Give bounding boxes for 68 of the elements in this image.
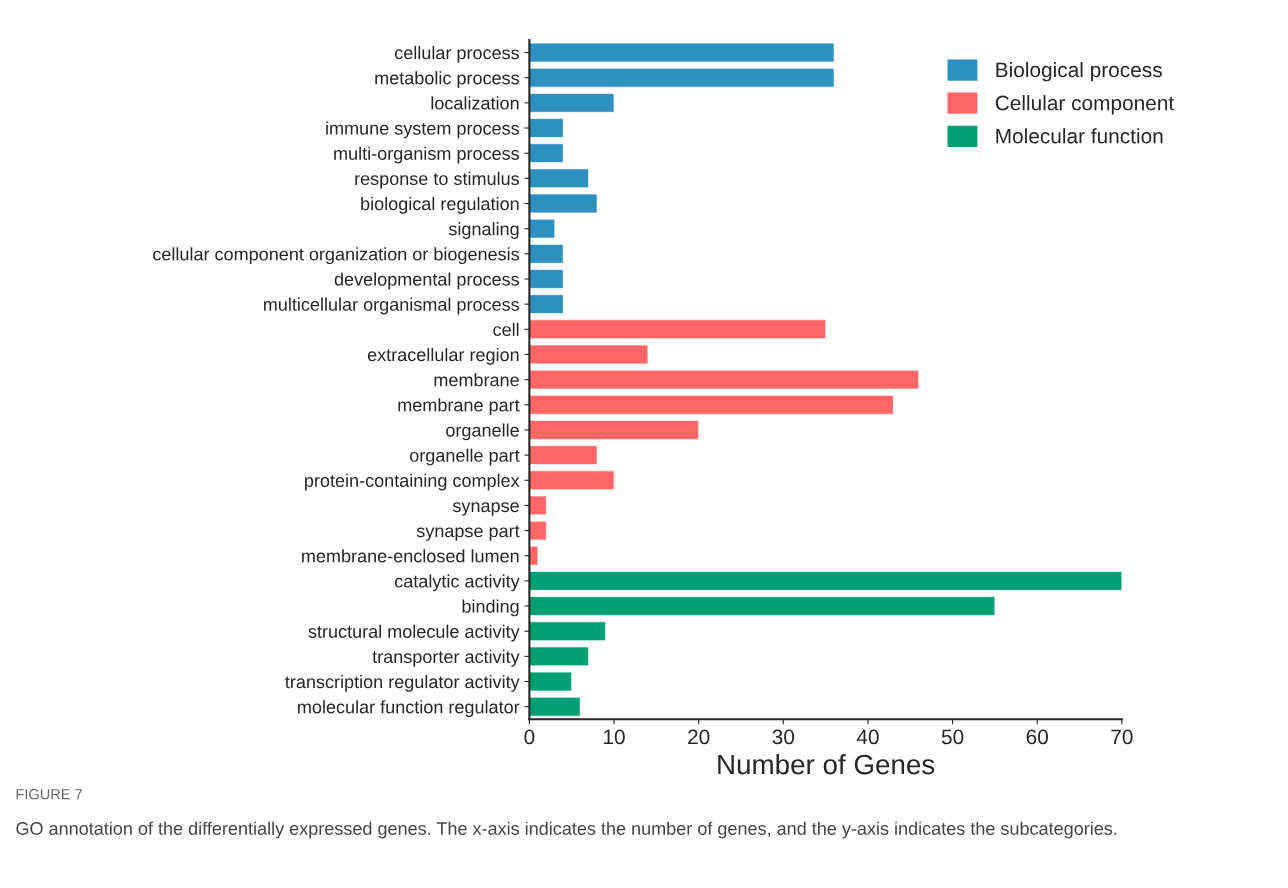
- x-tick-label: 30: [772, 729, 795, 745]
- x-tick-label: 20: [688, 729, 710, 745]
- bar: [529, 520, 547, 541]
- bar: [529, 218, 556, 239]
- bar: [529, 445, 598, 465]
- bar: [529, 67, 835, 88]
- y-tick-label: synapse part: [416, 525, 520, 541]
- bar: [529, 646, 589, 667]
- bar: [529, 495, 547, 516]
- y-tick-label: cellular process: [394, 46, 519, 63]
- y-tick-label: molecular function regulator: [298, 700, 520, 717]
- bar: [529, 696, 581, 717]
- y-tick-label: multicellular organismal process: [263, 297, 520, 315]
- y-tick-label: localization: [431, 96, 519, 110]
- y-tick-label: membrane part: [398, 398, 520, 416]
- y-tick-label: organelle part: [410, 448, 520, 466]
- y-tick-label: response to stimulus: [355, 171, 519, 189]
- y-tick-label: membrane-enclosed lumen: [302, 549, 519, 563]
- y-tick-label: protein-containing complex: [305, 473, 520, 491]
- y-tick-label: extracellular region: [367, 347, 519, 365]
- y-tick-label: multi-organism process: [334, 146, 520, 164]
- bar: [529, 143, 564, 163]
- bar: [529, 545, 539, 566]
- text: GO annotation of the differentially expressed genes. The x-axis indicates the number of genes, and the y-axis indicates the subcategories.: [16, 821, 1117, 839]
- x-tick-label: 70: [1111, 729, 1133, 745]
- y-tick-label: cell: [493, 322, 519, 337]
- bar: [529, 193, 598, 214]
- y-tick-label: transporter activity: [372, 649, 520, 667]
- legend-label: Biological process: [996, 61, 1162, 82]
- y-tick-label: synapse: [452, 502, 519, 516]
- bar: [529, 470, 615, 491]
- bar: [529, 244, 564, 264]
- bar: [529, 420, 699, 440]
- x-tick-label: 40: [856, 729, 879, 745]
- y-tick-label: transcription regulator activity: [285, 675, 520, 692]
- legend-label: Molecular function: [996, 128, 1163, 144]
- bar: [529, 369, 920, 390]
- bar: [529, 621, 606, 642]
- bar: [529, 294, 564, 314]
- y-tick-label: membrane: [434, 373, 519, 387]
- y-tick-label: biological regulation: [361, 196, 519, 214]
- y-tick-label: binding: [462, 599, 519, 617]
- bar: [529, 395, 894, 415]
- bar: [529, 93, 615, 113]
- bar: [529, 319, 826, 340]
- x-axis-title: Number of Genes: [718, 753, 935, 775]
- y-tick-label: cellular component organization or biogenesis: [153, 247, 520, 265]
- bar: [529, 168, 589, 189]
- y-tick-label: signaling: [448, 222, 519, 239]
- y-tick-label: catalytic activity: [395, 574, 520, 592]
- y-tick-label: immune system process: [326, 121, 520, 139]
- bar: [529, 118, 564, 138]
- x-tick-label: 10: [604, 729, 625, 745]
- caption: FIGURE 7: [16, 789, 82, 800]
- y-tick-label: metabolic process: [375, 71, 519, 88]
- bar: [529, 671, 573, 692]
- y-tick-label: developmental process: [334, 272, 520, 290]
- bar: [529, 42, 835, 63]
- bar: [529, 344, 649, 365]
- y-tick-label: organelle: [446, 423, 519, 441]
- bar: [529, 596, 996, 616]
- bar: [529, 269, 564, 289]
- x-tick-label: 60: [1026, 729, 1048, 745]
- bar: [529, 571, 1122, 591]
- x-tick-label: 0: [524, 729, 535, 745]
- legend-label: Cellular component: [995, 95, 1175, 115]
- x-tick-label: 50: [941, 729, 964, 745]
- y-tick-label: structural molecule activity: [308, 624, 520, 642]
